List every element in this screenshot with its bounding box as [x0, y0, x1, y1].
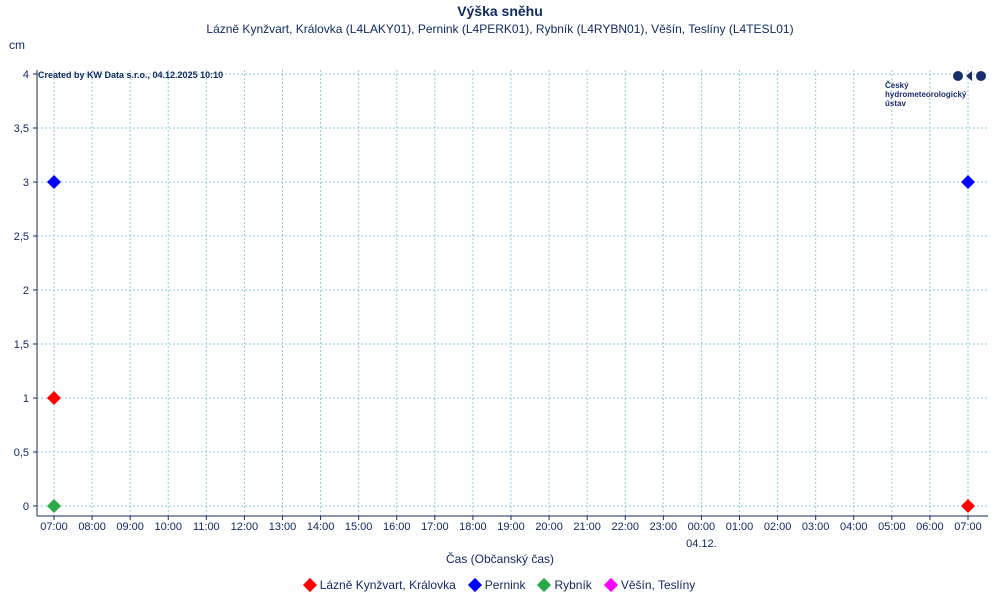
legend-marker-icon: [537, 577, 552, 593]
x-tick-label: 04:00: [840, 521, 868, 533]
legend-item: Pernink: [467, 577, 526, 593]
data-point: [47, 499, 61, 513]
data-point: [47, 175, 61, 189]
x-tick-label: 07:00: [40, 521, 68, 533]
data-point: [961, 175, 975, 189]
chart-subtitle: Lázně Kynžvart, Královka (L4LAKY01), Per…: [206, 22, 794, 36]
x-tick-label: 03:00: [802, 521, 830, 533]
x-tick-label: 15:00: [345, 521, 373, 533]
legend-item: Rybník: [537, 577, 592, 593]
logo-mark-icon: [953, 71, 986, 81]
x-date-label: 04.12.: [686, 538, 717, 550]
x-tick-label: 06:00: [916, 521, 944, 533]
x-tick-label: 13:00: [269, 521, 297, 533]
x-tick-label: 09:00: [116, 521, 144, 533]
y-tick-label: 1: [23, 393, 29, 405]
created-by-annotation: Created by KW Data s.r.o., 04.12.2025 10…: [38, 70, 224, 80]
legend-label: Věšín, Teslíny: [620, 578, 696, 592]
y-tick-label: 0,5: [14, 447, 29, 459]
x-tick-label: 14:00: [307, 521, 335, 533]
y-tick-label: 2: [23, 285, 29, 297]
legend-label: Pernink: [484, 578, 526, 592]
chart-title: Výška sněhu: [457, 3, 543, 19]
x-tick-label: 23:00: [650, 521, 678, 533]
legend-marker-icon: [467, 577, 482, 593]
legend-label: Rybník: [554, 578, 592, 592]
logo-text: Český hydrometeorologický ústav: [885, 81, 995, 108]
x-tick-label: 08:00: [78, 521, 106, 533]
legend-item: Lázně Kynžvart, Královka: [302, 577, 456, 593]
x-tick-label: 07:00: [954, 521, 982, 533]
legend-item: Věšín, Teslíny: [603, 577, 696, 593]
x-tick-label: 22:00: [611, 521, 639, 533]
chmi-logo: Český hydrometeorologický ústav: [885, 70, 995, 112]
x-axis-title: Čas (Občanský čas): [445, 552, 555, 566]
logo-line-1: Český: [885, 81, 909, 90]
x-tick-label: 16:00: [383, 521, 411, 533]
x-tick-label: 18:00: [459, 521, 487, 533]
y-axis-unit-label: cm: [9, 38, 25, 52]
x-tick-label: 12:00: [231, 521, 259, 533]
y-tick-label: 3: [23, 177, 29, 189]
data-point: [961, 499, 975, 513]
x-tick-label: 02:00: [764, 521, 792, 533]
x-tick-label: 10:00: [154, 521, 182, 533]
x-tick-label: 01:00: [726, 521, 754, 533]
x-tick-label: 20:00: [535, 521, 563, 533]
legend: Lázně Kynžvart, Královka Pernink Rybník …: [0, 577, 1000, 593]
x-tick-label: 19:00: [497, 521, 525, 533]
data-point: [47, 391, 61, 405]
y-tick-label: 4: [23, 69, 29, 81]
x-tick-label: 11:00: [193, 521, 220, 533]
y-tick-label: 1,5: [14, 339, 29, 351]
legend-marker-icon: [603, 577, 618, 593]
legend-label: Lázně Kynžvart, Královka: [319, 578, 456, 592]
y-tick-label: 0: [23, 501, 29, 513]
x-tick-label: 21:00: [573, 521, 601, 533]
y-tick-label: 3,5: [14, 123, 29, 135]
x-tick-label: 00:00: [688, 521, 716, 533]
x-tick-label: 17:00: [421, 521, 449, 533]
legend-marker-icon: [302, 577, 317, 593]
logo-line-2: hydrometeorologický: [885, 90, 967, 99]
y-tick-label: 2,5: [14, 231, 29, 243]
x-tick-label: 05:00: [878, 521, 906, 533]
logo-line-3: ústav: [885, 99, 906, 108]
